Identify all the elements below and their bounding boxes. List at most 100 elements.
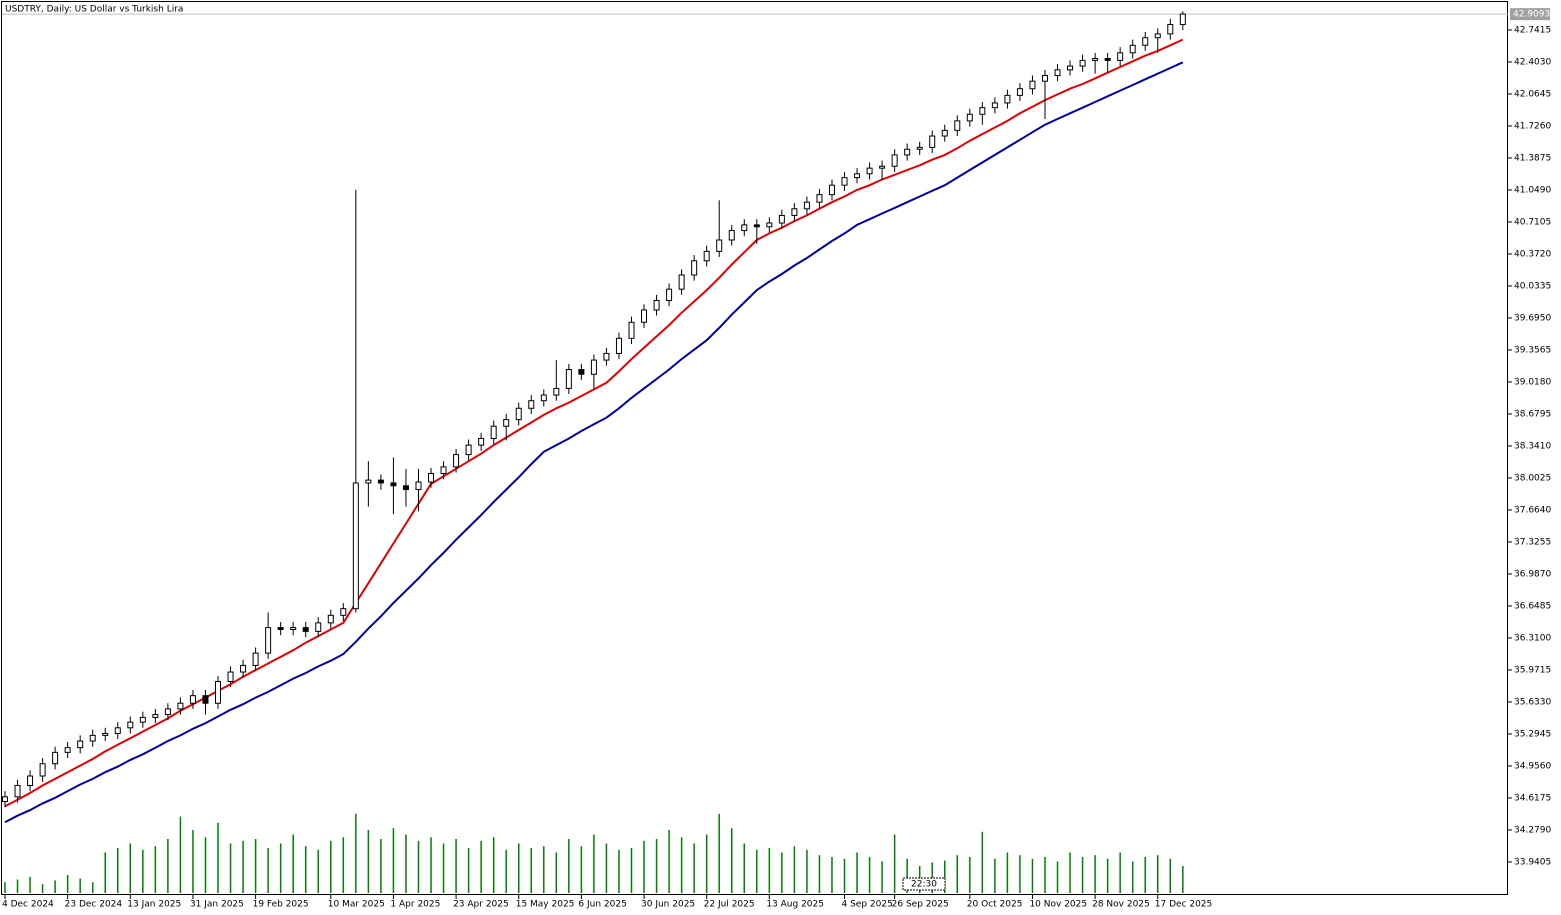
candle-body: [240, 664, 247, 673]
x-tick-label: 13 Jan 2025: [127, 900, 181, 910]
x-tick-label: 4 Sep 2025: [842, 900, 893, 910]
candle-body: [102, 732, 109, 736]
candle-body: [1104, 57, 1111, 61]
candle-body: [841, 177, 848, 186]
y-tick-label: 35.9715: [1514, 665, 1551, 675]
candle-body: [215, 680, 222, 704]
candle-body: [1142, 37, 1149, 46]
x-tick-label: 26 Sep 2025: [892, 900, 949, 910]
candle-body: [453, 454, 460, 468]
candle-body: [189, 695, 196, 704]
candle-body: [590, 359, 597, 375]
y-tick-label: 36.9870: [1514, 569, 1551, 579]
candle-body: [327, 614, 334, 624]
x-tick-label: 20 Oct 2025: [967, 900, 1023, 910]
candle-body: [979, 107, 986, 115]
candle-body: [202, 695, 209, 704]
candle-body: [277, 627, 284, 630]
candle-body: [139, 716, 146, 723]
candle-body: [127, 721, 134, 729]
candle-body: [465, 444, 472, 456]
candle-body: [352, 482, 359, 610]
x-tick-label: 19 Feb 2025: [253, 900, 309, 910]
candle-body: [114, 727, 121, 734]
candle-body: [628, 321, 635, 339]
candle-body: [954, 120, 961, 131]
candle-body: [741, 224, 748, 232]
y-tick-label: 38.0025: [1514, 473, 1551, 483]
y-tick-label: 39.3565: [1514, 345, 1551, 355]
candle-body: [603, 352, 610, 361]
y-tick-label: 34.9560: [1514, 761, 1551, 771]
time-label: 22:30: [911, 880, 937, 890]
candle-body: [716, 239, 723, 252]
candle-body: [315, 622, 322, 632]
plot-frame: [1, 1, 1508, 895]
candle-body: [402, 485, 409, 491]
x-tick-label: 22 Jul 2025: [704, 900, 755, 910]
y-tick-label: 41.7260: [1514, 121, 1551, 131]
candle-body: [803, 201, 810, 210]
candle-body: [578, 369, 585, 375]
candle-body: [1016, 88, 1023, 96]
y-tick-label: 37.3255: [1514, 537, 1551, 547]
candle-body: [728, 230, 735, 241]
candle-body: [966, 113, 973, 122]
candle-body: [14, 784, 21, 798]
x-tick-label: 6 Jun 2025: [578, 900, 626, 910]
candle-body: [227, 671, 234, 682]
moving-average-line: [4, 38, 1184, 808]
last-price-box: [1510, 8, 1550, 21]
x-tick-label: 17 Dec 2025: [1155, 900, 1213, 910]
y-tick-label: 34.6175: [1514, 793, 1551, 803]
x-tick-label: 13 Aug 2025: [766, 900, 824, 910]
candle-body: [390, 482, 397, 487]
x-tick-label: 10 Nov 2025: [1029, 900, 1087, 910]
candle-body: [77, 740, 84, 749]
candle-body: [340, 608, 347, 616]
y-tick-label: 42.7415: [1514, 25, 1551, 35]
candle-body: [252, 652, 259, 666]
x-tick-label: 23 Apr 2025: [453, 900, 509, 910]
candle-body: [929, 135, 936, 148]
candle-body: [27, 775, 34, 786]
candle-body: [365, 479, 372, 484]
candle-body: [1092, 57, 1099, 61]
y-tick-label: 41.0490: [1514, 185, 1551, 195]
candle-body: [64, 747, 71, 753]
candle-body: [1154, 33, 1161, 39]
candle-body: [1117, 52, 1124, 61]
candle-body: [1079, 59, 1086, 67]
candle-body: [1067, 65, 1074, 71]
y-tick-label: 36.6485: [1514, 601, 1551, 611]
y-tick-label: 38.6795: [1514, 409, 1551, 419]
candle-body: [791, 208, 798, 216]
y-tick-label: 40.0335: [1514, 281, 1551, 291]
candle-body: [515, 407, 522, 421]
candle-body: [528, 400, 535, 409]
y-tick-label: 42.4030: [1514, 57, 1551, 67]
candle-body: [565, 369, 572, 389]
candle-body: [2, 796, 8, 803]
candle-body: [641, 309, 648, 323]
candle-body: [428, 473, 435, 483]
candle-body: [904, 148, 911, 156]
candle-body: [177, 702, 184, 710]
x-tick-label: 30 Jun 2025: [641, 900, 695, 910]
x-tick-label: 31 Jan 2025: [190, 900, 244, 910]
candle-body: [991, 102, 998, 109]
candle-body: [828, 184, 835, 196]
candle-body: [866, 167, 873, 175]
moving-average-line: [4, 61, 1184, 824]
chart-title: USDTRY, Daily: US Dollar vs Turkish Lira: [5, 5, 183, 15]
y-tick-label: 38.3410: [1514, 441, 1551, 451]
y-tick-label: 36.3100: [1514, 633, 1551, 643]
candle-body: [302, 627, 309, 632]
y-tick-label: 40.3720: [1514, 249, 1551, 259]
x-tick-label: 28 Nov 2025: [1092, 900, 1150, 910]
candle-body: [1054, 69, 1061, 77]
y-tick-label: 33.9405: [1514, 857, 1551, 867]
y-tick-label: 37.6640: [1514, 505, 1551, 515]
candle-body: [152, 714, 159, 718]
candle-body: [816, 194, 823, 203]
